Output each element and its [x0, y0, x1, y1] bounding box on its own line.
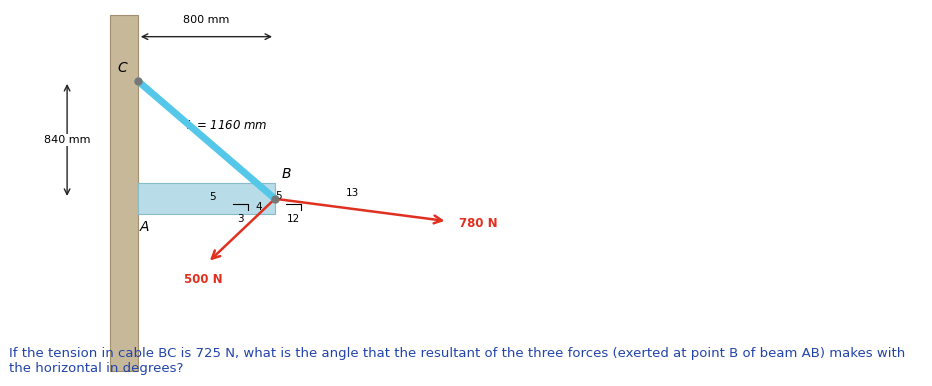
Text: A: A — [140, 220, 149, 234]
Text: 840 mm: 840 mm — [44, 135, 90, 145]
Text: 5: 5 — [209, 192, 216, 202]
Text: 5: 5 — [275, 191, 281, 201]
Bar — [110, 15, 138, 371]
Text: 780 N: 780 N — [459, 217, 497, 230]
Text: 500 N: 500 N — [184, 273, 223, 286]
Text: C: C — [117, 61, 127, 75]
Text: If the tension in cable BC is 725 N, what is the angle that the resultant of the: If the tension in cable BC is 725 N, wha… — [9, 347, 906, 376]
Text: B: B — [281, 168, 291, 181]
Text: 800 mm: 800 mm — [184, 15, 229, 25]
Bar — [138, 183, 275, 214]
Text: $L$ = 1160 mm: $L$ = 1160 mm — [186, 119, 268, 132]
Text: 12: 12 — [287, 214, 300, 224]
Text: 13: 13 — [346, 188, 359, 198]
Text: 3: 3 — [237, 214, 244, 224]
Text: 4: 4 — [255, 202, 262, 212]
